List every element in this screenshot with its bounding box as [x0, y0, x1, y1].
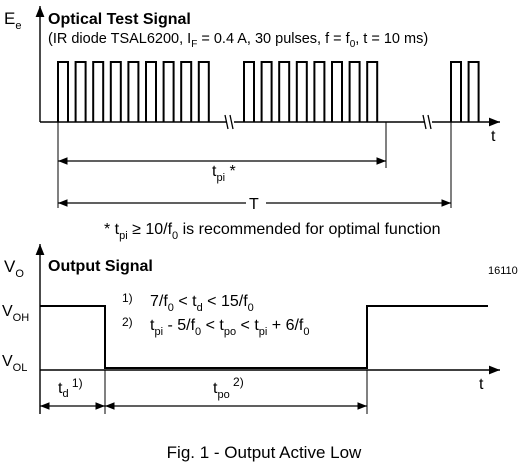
pulse-train-1 — [57, 61, 210, 122]
figure-id: 16110 — [488, 265, 518, 277]
axis-break-mark — [224, 114, 234, 130]
axis-break-mark — [422, 114, 432, 130]
vol-label: VOL — [2, 353, 27, 374]
top-time-label: t — [491, 128, 496, 145]
condition-1-number: 1) — [122, 291, 133, 305]
td-label: td 1) — [58, 376, 83, 400]
bottom-y-axis-label: VO — [4, 257, 24, 280]
period-label: T — [249, 196, 259, 213]
output-signal-title: Output Signal — [48, 258, 153, 275]
tpo-label: tpo 2) — [213, 375, 244, 401]
voh-label: VOH — [2, 303, 29, 324]
condition-2: tpi - 5/f0 < tpo < tpi + 6/f0 — [150, 317, 310, 338]
output-signal-panel: VO Output Signal 16110 VOH VOL t 1) 7/f0… — [2, 244, 518, 414]
bottom-time-label: t — [479, 376, 484, 393]
pulse-trains — [57, 61, 480, 122]
figure-caption: Fig. 1 - Output Active Low — [167, 443, 362, 462]
output-waveform — [40, 305, 488, 369]
condition-2-number: 2) — [122, 315, 133, 329]
pulse-train-3 — [450, 61, 480, 122]
top-y-axis-label: Ee — [4, 9, 21, 32]
pulse-train-2 — [243, 61, 379, 122]
optical-signal-panel: Ee Optical Test Signal (IR diode TSAL620… — [4, 6, 500, 242]
optical-signal-title: Optical Test Signal — [48, 11, 191, 28]
optical-signal-conditions: (IR diode TSAL6200, IF = 0.4 A, 30 pulse… — [48, 31, 428, 50]
recommendation-footnote: * tpi ≥ 10/f0 is recommended for optimal… — [104, 221, 441, 242]
tpi-label: tpi * — [212, 163, 236, 184]
condition-1: 7/f0 < td < 15/f0 — [150, 293, 254, 314]
